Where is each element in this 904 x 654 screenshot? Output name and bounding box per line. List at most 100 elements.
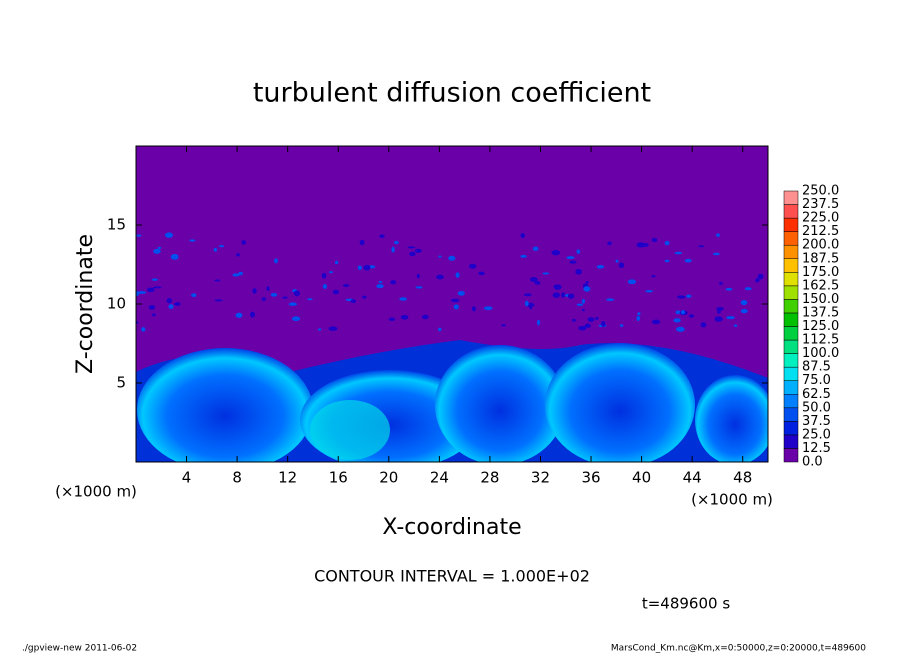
colorbar-label: 25.0 — [802, 427, 831, 442]
x-tick-label: 40 — [632, 469, 651, 487]
colorbar-swatch — [783, 312, 799, 327]
speck — [567, 293, 575, 299]
speck — [321, 272, 327, 279]
speck — [376, 284, 384, 289]
chart-title: turbulent diffusion coefficient — [253, 78, 651, 109]
eddy — [545, 343, 695, 462]
speck — [700, 322, 707, 328]
speck — [606, 298, 615, 302]
speck — [266, 286, 270, 292]
speck — [566, 256, 575, 260]
colorbar-swatch — [783, 244, 799, 259]
x-tick-label: 48 — [733, 469, 752, 487]
speck — [307, 298, 313, 301]
speck — [712, 252, 720, 256]
speck — [241, 240, 247, 245]
speck — [252, 288, 257, 294]
speck — [585, 281, 589, 284]
colorbar-swatch — [783, 299, 799, 314]
speck — [232, 273, 240, 277]
speck — [719, 281, 723, 285]
speck — [136, 321, 139, 324]
speck — [651, 319, 661, 325]
colorbar-label: 175.0 — [802, 265, 839, 280]
speck — [716, 233, 720, 237]
speck — [141, 327, 146, 332]
colorbar-swatch — [783, 339, 799, 354]
speck — [664, 259, 670, 263]
x-tick-label: 16 — [329, 469, 348, 487]
speck — [571, 318, 576, 322]
y-tick-label: 15 — [107, 216, 126, 234]
speck — [501, 324, 506, 327]
speck — [153, 248, 161, 254]
speck — [575, 268, 582, 275]
speck — [740, 299, 748, 306]
speck — [587, 317, 595, 322]
speck — [450, 298, 460, 303]
speck — [414, 248, 422, 253]
speck — [137, 291, 147, 294]
speck — [536, 319, 541, 326]
x-axis-label: X-coordinate — [382, 515, 521, 540]
speck — [542, 272, 550, 275]
eddy — [695, 375, 768, 462]
speck — [151, 278, 158, 281]
y-axis-label: Z-coordinate — [73, 234, 98, 374]
x-tick-label: 12 — [278, 469, 297, 487]
speck — [478, 271, 485, 276]
speck — [596, 264, 605, 269]
colorbar-label: 200.0 — [802, 238, 839, 253]
colorbar-label: 150.0 — [802, 292, 839, 307]
footer-left: ./gpview-new 2011-06-02 — [22, 644, 137, 654]
speck — [213, 247, 218, 252]
colorbar-label: 12.5 — [802, 441, 831, 456]
speck — [578, 325, 587, 331]
speck — [581, 298, 586, 304]
colorbar-label: 75.0 — [802, 373, 831, 388]
colorbar-swatch — [783, 353, 799, 368]
speck — [170, 253, 179, 260]
speck — [532, 246, 539, 251]
speck — [725, 287, 733, 291]
speck — [164, 232, 173, 238]
speck — [393, 240, 399, 245]
colorbar-swatch — [783, 407, 799, 422]
speck — [390, 280, 397, 285]
speck — [664, 240, 670, 246]
x-tick-label: 4 — [182, 469, 192, 487]
speck — [332, 289, 340, 295]
speck — [378, 280, 383, 284]
speck — [218, 245, 225, 248]
colorbar-swatch — [783, 394, 799, 409]
speck — [328, 326, 338, 331]
speck — [607, 241, 612, 246]
speck — [529, 276, 538, 282]
colorbar-swatch — [783, 434, 799, 449]
speck — [235, 312, 243, 318]
speck — [342, 284, 350, 287]
speck — [529, 304, 533, 310]
speck — [714, 316, 723, 322]
speck — [676, 326, 685, 332]
colorbar-label: 162.5 — [802, 278, 839, 293]
speck — [363, 264, 371, 271]
speck — [619, 324, 624, 327]
speck — [146, 287, 155, 293]
speck — [601, 321, 606, 327]
speck — [744, 287, 752, 291]
speck — [189, 239, 196, 242]
speck — [173, 302, 181, 306]
colorbar-label: 187.5 — [802, 251, 839, 266]
speck — [645, 289, 653, 293]
speck — [524, 300, 529, 307]
y-tick-label: 5 — [116, 374, 126, 392]
speck — [136, 234, 142, 237]
speck — [152, 313, 156, 317]
speck — [584, 323, 591, 328]
speck — [359, 239, 365, 246]
speck — [357, 265, 362, 271]
speck — [676, 295, 686, 299]
colorbar-label: 100.0 — [802, 346, 839, 361]
